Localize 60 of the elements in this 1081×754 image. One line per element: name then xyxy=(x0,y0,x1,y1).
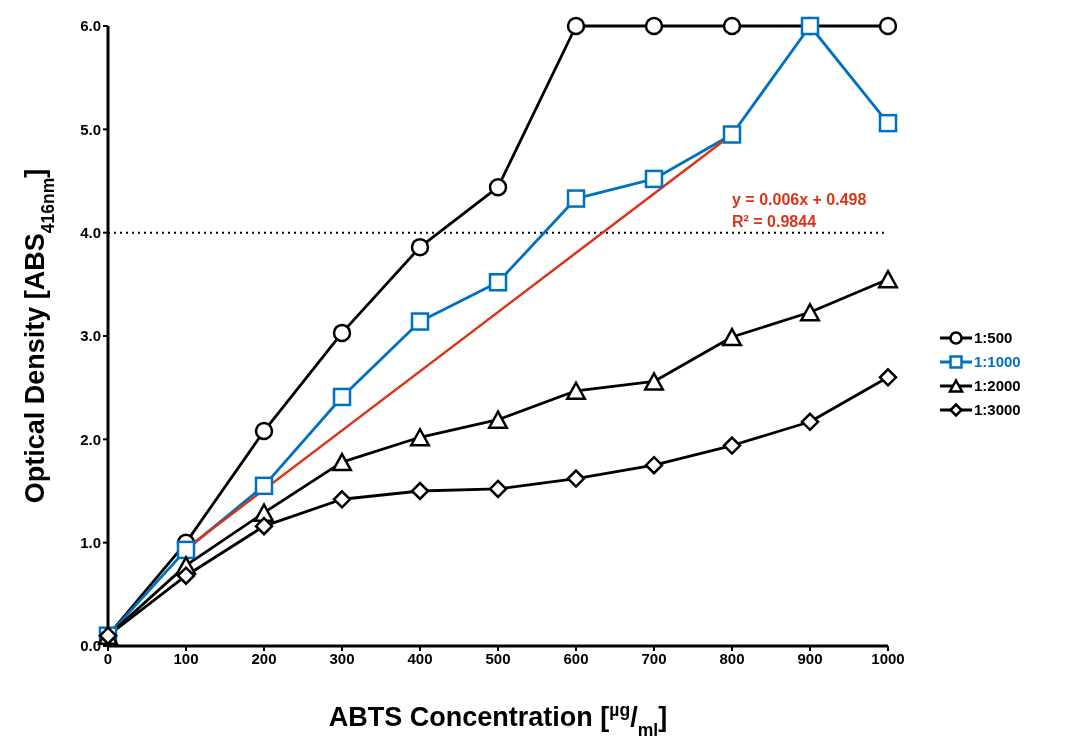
x-tick-label: 900 xyxy=(797,649,823,667)
point xyxy=(566,16,586,36)
point xyxy=(878,368,898,387)
point xyxy=(644,169,664,189)
point xyxy=(488,177,508,197)
x-tick-label: 0 xyxy=(103,649,113,667)
x-tick-label: 200 xyxy=(251,649,277,667)
annotation: y = 0.006x + 0.498 xyxy=(732,190,867,208)
point xyxy=(332,323,352,343)
point xyxy=(565,381,587,401)
point xyxy=(878,113,898,133)
point xyxy=(877,269,899,289)
point xyxy=(332,490,352,509)
y-tick-label: 4.0 xyxy=(80,223,101,241)
point xyxy=(254,516,274,536)
legend-label: 1:2000 xyxy=(974,377,1021,394)
legend-label: 1:3000 xyxy=(974,401,1021,418)
point xyxy=(566,469,586,488)
point xyxy=(254,421,274,441)
point xyxy=(176,566,196,585)
x-tick-label: 500 xyxy=(485,649,511,667)
x-axis-title: ABTS Concentration [$^{µg}$/$_{ml}$] xyxy=(328,700,668,740)
point xyxy=(644,455,664,475)
legend-label: 1:500 xyxy=(974,329,1013,346)
legend-label: 1:1000 xyxy=(974,353,1021,370)
point xyxy=(331,452,353,472)
point xyxy=(410,237,430,257)
point xyxy=(799,302,821,322)
x-tick-label: 800 xyxy=(719,649,745,667)
point xyxy=(409,428,431,447)
point xyxy=(488,479,508,499)
point xyxy=(488,273,508,292)
x-tick-label: 700 xyxy=(641,649,667,667)
point xyxy=(800,412,820,432)
point xyxy=(566,189,586,208)
point xyxy=(722,436,742,455)
point xyxy=(176,540,196,560)
point xyxy=(643,372,665,391)
point xyxy=(644,16,664,36)
point xyxy=(721,327,743,347)
y-tick-label: 2.0 xyxy=(80,430,101,448)
y-tick-label: 0.0 xyxy=(80,637,101,655)
point xyxy=(410,481,430,501)
annotation: R² = 0.9844 xyxy=(732,212,817,230)
x-tick-label: 300 xyxy=(329,649,355,667)
x-tick-label: 100 xyxy=(173,649,199,667)
x-tick-label: 600 xyxy=(563,649,589,667)
point xyxy=(487,410,509,429)
y-tick-label: 1.0 xyxy=(80,533,101,551)
x-tick-label: 1000 xyxy=(871,649,905,667)
point xyxy=(722,125,742,144)
point xyxy=(722,16,742,36)
point xyxy=(254,476,274,496)
point xyxy=(878,16,898,36)
y-tick-label: 3.0 xyxy=(80,327,101,345)
point xyxy=(410,312,430,331)
y-tick-label: 6.0 xyxy=(80,17,101,35)
x-tick-label: 400 xyxy=(407,649,433,667)
point xyxy=(332,387,352,407)
y-tick-label: 5.0 xyxy=(80,120,101,138)
